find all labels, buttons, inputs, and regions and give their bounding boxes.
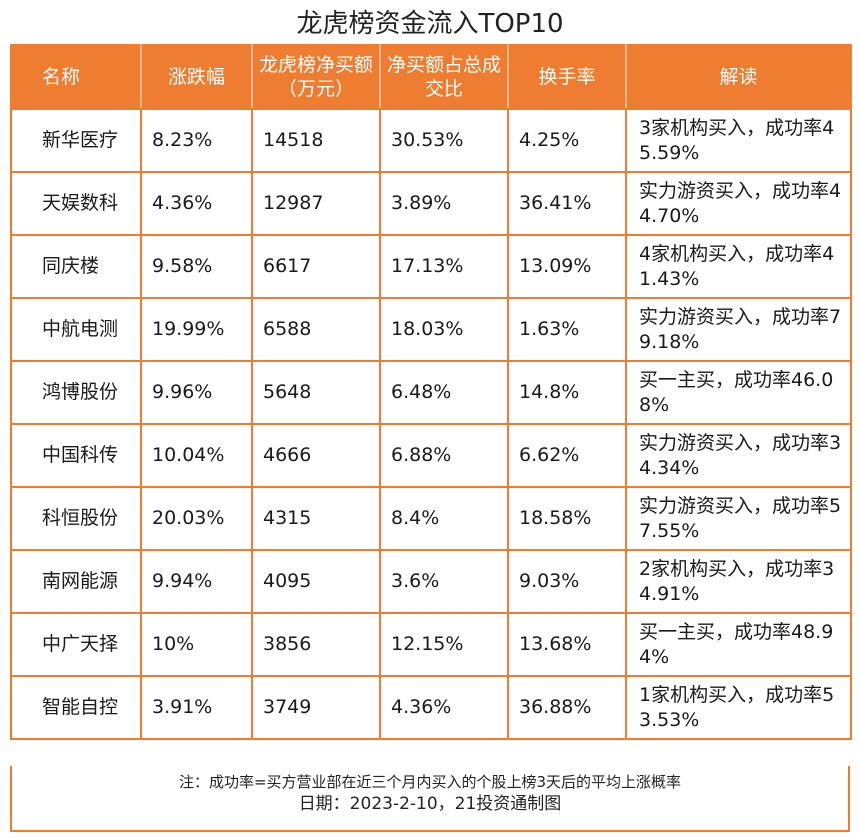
table-row: 智能自控 3.91% 3749 4.36% 36.88% 1家机构买入，成功率53.53% [11, 676, 851, 739]
table-row: 同庆楼 9.58% 6617 17.13% 13.09% 4家机构买入，成功率41.43% [11, 235, 851, 298]
stock-name-cell: 智能自控 [11, 676, 141, 739]
change-pct-cell: 9.58% [141, 235, 252, 298]
net-buy-amount-cell: 3749 [252, 676, 380, 739]
table-row: 中航电测 19.99% 6588 18.03% 1.63% 实力游资买入，成功率79.18… [11, 298, 851, 361]
change-pct-cell: 19.99% [141, 298, 252, 361]
stock-name-cell: 南网能源 [11, 550, 141, 613]
net-buy-ratio-cell: 3.6% [380, 550, 508, 613]
column-header-change: 涨跌幅 [141, 45, 252, 109]
change-pct-cell: 9.94% [141, 550, 252, 613]
change-pct-cell: 8.23% [141, 109, 252, 172]
turnover-rate-cell: 18.58% [508, 487, 626, 550]
stock-name-cell: 同庆楼 [11, 235, 141, 298]
turnover-rate-cell: 4.25% [508, 109, 626, 172]
table-header-row: 名称 涨跌幅 龙虎榜净买额（万元） 净买额占总成交比 换手率 解读 [11, 45, 851, 109]
stock-name-cell: 中国科传 [11, 424, 141, 487]
net-buy-amount-cell: 12987 [252, 172, 380, 235]
interpretation-cell: 2家机构买入，成功率34.91% [626, 550, 851, 613]
turnover-rate-cell: 36.41% [508, 172, 626, 235]
interpretation-cell: 买一主买，成功率48.94% [626, 613, 851, 676]
stock-name-cell: 中广天择 [11, 613, 141, 676]
net-buy-ratio-cell: 8.4% [380, 487, 508, 550]
net-buy-amount-cell: 3856 [252, 613, 380, 676]
footnote-box: 注：成功率=买方营业部在近三个月内买入的个股上榜3天后的平均上涨概率 日期：20… [10, 766, 850, 832]
turnover-rate-cell: 9.03% [508, 550, 626, 613]
table-row: 新华医疗 8.23% 14518 30.53% 4.25% 3家机构买入，成功率45.59… [11, 109, 851, 172]
column-header-net-buy: 龙虎榜净买额（万元） [252, 45, 380, 109]
net-buy-amount-cell: 14518 [252, 109, 380, 172]
interpretation-cell: 买一主买，成功率46.08% [626, 361, 851, 424]
change-pct-cell: 4.36% [141, 172, 252, 235]
table-row: 南网能源 9.94% 4095 3.6% 9.03% 2家机构买入，成功率34.91% [11, 550, 851, 613]
net-buy-ratio-cell: 12.15% [380, 613, 508, 676]
interpretation-cell: 实力游资买入，成功率34.34% [626, 424, 851, 487]
turnover-rate-cell: 13.09% [508, 235, 626, 298]
change-pct-cell: 10% [141, 613, 252, 676]
net-buy-ratio-cell: 6.48% [380, 361, 508, 424]
stock-name-cell: 科恒股份 [11, 487, 141, 550]
table-body: 新华医疗 8.23% 14518 30.53% 4.25% 3家机构买入，成功率45.59… [11, 109, 851, 739]
page-title: 龙虎榜资金流入TOP10 [0, 6, 860, 42]
turnover-rate-cell: 6.62% [508, 424, 626, 487]
table-row: 天娱数科 4.36% 12987 3.89% 36.41% 实力游资买入，成功率44.70… [11, 172, 851, 235]
change-pct-cell: 3.91% [141, 676, 252, 739]
table-row: 中国科传 10.04% 4666 6.88% 6.62% 实力游资买入，成功率34.34% [11, 424, 851, 487]
interpretation-cell: 4家机构买入，成功率41.43% [626, 235, 851, 298]
column-header-net-buy-ratio: 净买额占总成交比 [380, 45, 508, 109]
inflow-table: 名称 涨跌幅 龙虎榜净买额（万元） 净买额占总成交比 换手率 解读 新华医疗 8.… [10, 44, 852, 740]
net-buy-ratio-cell: 17.13% [380, 235, 508, 298]
net-buy-amount-cell: 4095 [252, 550, 380, 613]
net-buy-amount-cell: 6617 [252, 235, 380, 298]
net-buy-ratio-cell: 4.36% [380, 676, 508, 739]
change-pct-cell: 20.03% [141, 487, 252, 550]
interpretation-cell: 实力游资买入，成功率57.55% [626, 487, 851, 550]
table-row: 科恒股份 20.03% 4315 8.4% 18.58% 实力游资买入，成功率57.55% [11, 487, 851, 550]
net-buy-amount-cell: 4666 [252, 424, 380, 487]
net-buy-ratio-cell: 6.88% [380, 424, 508, 487]
turnover-rate-cell: 14.8% [508, 361, 626, 424]
stock-name-cell: 新华医疗 [11, 109, 141, 172]
column-header-interpretation: 解读 [626, 45, 851, 109]
net-buy-amount-cell: 4315 [252, 487, 380, 550]
date-source-text: 日期：2023-2-10，21投资通制图 [12, 792, 848, 816]
turnover-rate-cell: 1.63% [508, 298, 626, 361]
table-row: 中广天择 10% 3856 12.15% 13.68% 买一主买，成功率48.94% [11, 613, 851, 676]
net-buy-ratio-cell: 18.03% [380, 298, 508, 361]
interpretation-cell: 实力游资买入，成功率79.18% [626, 298, 851, 361]
footnote-text: 注：成功率=买方营业部在近三个月内买入的个股上榜3天后的平均上涨概率 [12, 766, 848, 792]
turnover-rate-cell: 36.88% [508, 676, 626, 739]
stock-name-cell: 鸿博股份 [11, 361, 141, 424]
interpretation-cell: 3家机构买入，成功率45.59% [626, 109, 851, 172]
net-buy-amount-cell: 6588 [252, 298, 380, 361]
stock-name-cell: 天娱数科 [11, 172, 141, 235]
net-buy-ratio-cell: 3.89% [380, 172, 508, 235]
net-buy-amount-cell: 5648 [252, 361, 380, 424]
turnover-rate-cell: 13.68% [508, 613, 626, 676]
table-row: 鸿博股份 9.96% 5648 6.48% 14.8% 买一主买，成功率46.08% [11, 361, 851, 424]
net-buy-ratio-cell: 30.53% [380, 109, 508, 172]
change-pct-cell: 10.04% [141, 424, 252, 487]
stock-name-cell: 中航电测 [11, 298, 141, 361]
column-header-turnover: 换手率 [508, 45, 626, 109]
column-header-name: 名称 [11, 45, 141, 109]
interpretation-cell: 1家机构买入，成功率53.53% [626, 676, 851, 739]
change-pct-cell: 9.96% [141, 361, 252, 424]
interpretation-cell: 实力游资买入，成功率44.70% [626, 172, 851, 235]
